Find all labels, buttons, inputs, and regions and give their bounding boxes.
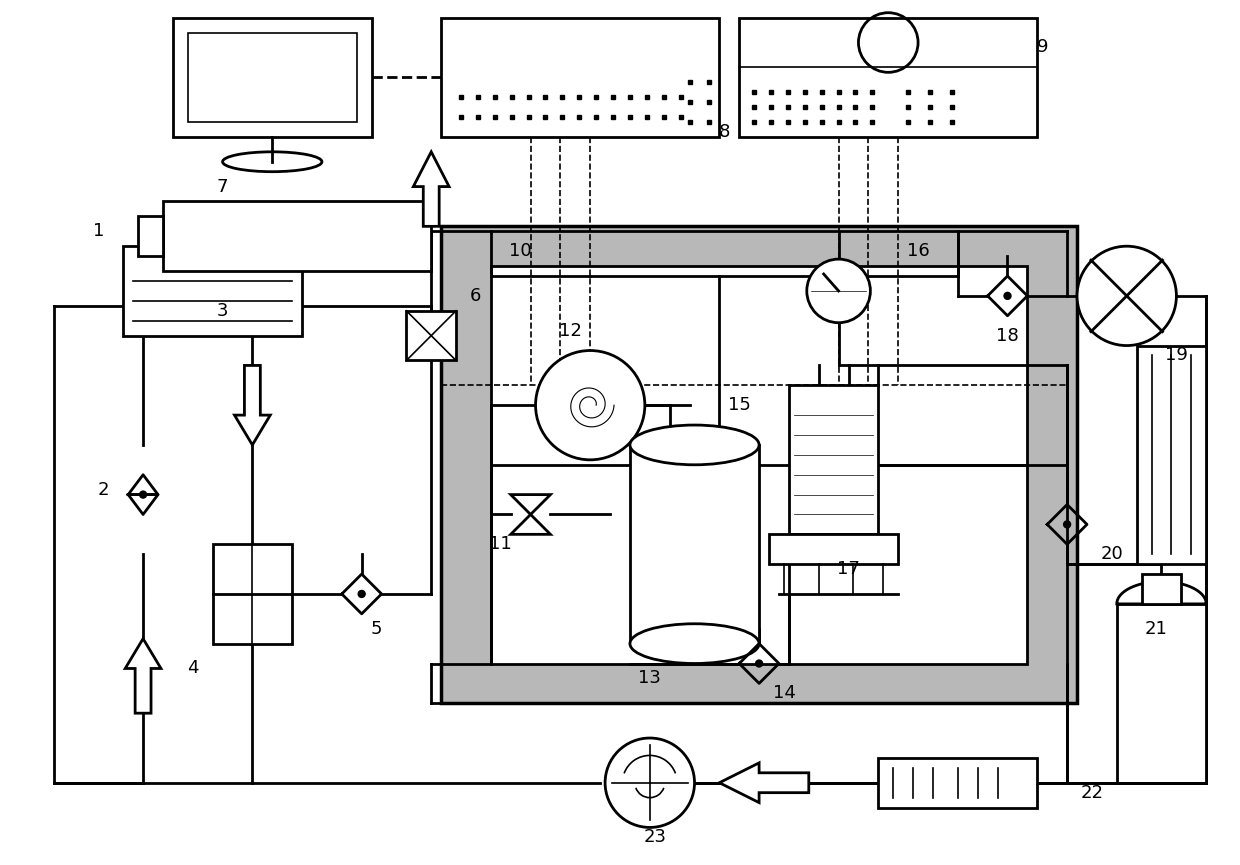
Text: 8: 8 — [719, 123, 730, 141]
Bar — [789, 385, 878, 535]
Text: 2: 2 — [98, 481, 109, 498]
Circle shape — [140, 491, 146, 498]
Bar — [739, 17, 1038, 137]
Text: 23: 23 — [644, 829, 666, 846]
Polygon shape — [719, 763, 808, 803]
Bar — [123, 247, 303, 336]
Text: 12: 12 — [559, 322, 582, 340]
Text: 14: 14 — [773, 684, 795, 702]
Bar — [1137, 345, 1207, 564]
Circle shape — [536, 350, 645, 460]
Polygon shape — [125, 638, 161, 713]
Text: 7: 7 — [217, 177, 228, 195]
Circle shape — [807, 260, 870, 323]
Text: 11: 11 — [490, 535, 512, 554]
Polygon shape — [413, 152, 449, 227]
Text: 22: 22 — [1080, 784, 1104, 802]
Polygon shape — [1117, 581, 1207, 604]
Text: 4: 4 — [187, 659, 198, 677]
Text: 18: 18 — [996, 327, 1019, 344]
Text: 20: 20 — [1100, 545, 1123, 563]
Polygon shape — [234, 365, 270, 445]
Bar — [630, 445, 759, 644]
Bar — [187, 33, 357, 122]
Bar — [1142, 574, 1182, 604]
Bar — [1117, 604, 1207, 783]
Ellipse shape — [630, 425, 759, 465]
Circle shape — [755, 660, 763, 667]
Text: 6: 6 — [470, 287, 481, 304]
Bar — [491, 266, 1028, 663]
Text: 19: 19 — [1164, 347, 1188, 364]
Text: 5: 5 — [371, 619, 382, 638]
Bar — [878, 758, 1038, 808]
Bar — [138, 216, 162, 256]
Bar — [212, 544, 293, 644]
Bar — [441, 17, 719, 137]
Bar — [172, 17, 372, 137]
Bar — [769, 535, 898, 564]
Ellipse shape — [630, 624, 759, 663]
Polygon shape — [511, 495, 551, 515]
Text: 16: 16 — [906, 242, 930, 260]
Bar — [162, 202, 432, 271]
Circle shape — [1064, 521, 1070, 528]
Circle shape — [605, 738, 694, 828]
Text: 21: 21 — [1145, 619, 1168, 638]
Text: 3: 3 — [217, 302, 228, 320]
Text: 10: 10 — [510, 242, 532, 260]
Circle shape — [1004, 292, 1011, 299]
Text: 17: 17 — [837, 561, 861, 578]
Bar — [441, 227, 1078, 703]
Bar — [407, 311, 456, 361]
Text: 1: 1 — [93, 222, 104, 240]
Polygon shape — [511, 515, 551, 535]
Circle shape — [358, 591, 365, 598]
Text: 15: 15 — [728, 396, 750, 414]
Circle shape — [1078, 247, 1177, 345]
Text: 13: 13 — [639, 670, 661, 688]
Text: 9: 9 — [1037, 38, 1048, 56]
